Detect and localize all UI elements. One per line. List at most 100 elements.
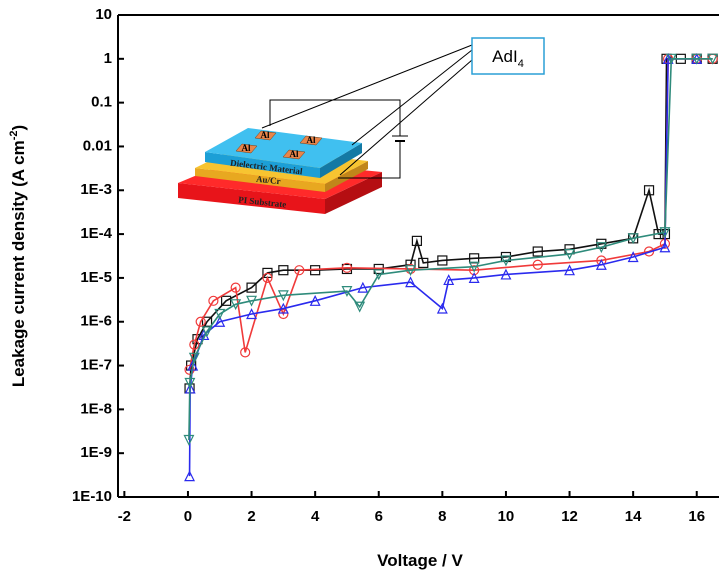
pad [282,149,306,160]
marker [341,285,353,297]
marker [294,265,305,276]
marker [195,316,206,327]
x-tick-label: 4 [311,508,320,525]
pad [235,143,258,154]
x-tick-label: 12 [561,508,578,525]
wire [338,141,401,179]
marker [437,255,448,266]
y-tick-label: 0.01 [83,137,112,154]
marker [532,259,543,270]
arrow [351,49,473,146]
x-tick-label: -2 [118,508,131,525]
electrode-label: Au/Cr [256,174,281,187]
series-line [188,58,697,477]
marker [564,248,576,260]
marker [240,347,251,358]
arrow [261,44,473,129]
marker [564,264,576,276]
inset-diagram: PI Substrate Au/Cr Dielectric Material A… [178,37,545,214]
marker [627,233,639,245]
marker [468,272,480,284]
marker [405,265,417,277]
axes: 10 1 0.1 0.01 1E-3 1E-4 1E-5 1E-6 1E-7 1E-8 1E-9 1E… [72,6,719,525]
dielectric-top [205,128,362,168]
x-tick-label: 0 [184,508,192,525]
marker [595,242,607,254]
y-tick-label: 1E-3 [80,181,112,198]
marker [221,295,232,306]
annotation: AdI4 [492,47,524,70]
series-line [188,58,713,389]
y-tick-label: 1E-5 [80,269,112,286]
plot-area [183,52,719,482]
marker [500,255,512,267]
marker [411,235,423,246]
annotation-box [471,37,545,75]
x-axis-title: Voltage / V [377,551,463,570]
y-tick-label: 0.1 [91,94,112,111]
dielectric-front [205,152,320,178]
marker [659,241,671,253]
marker [436,302,448,314]
y-axis-title-text: Leakage current density (A cm [9,140,28,387]
marker [659,227,671,239]
marker [246,295,258,307]
marker [208,295,219,306]
y-tick-label: 1E-6 [80,313,112,330]
y-tick-label: 1 [104,50,112,67]
marker [278,265,289,276]
y-tick-label: 1E-4 [80,225,112,242]
marker [230,282,241,293]
marker [405,276,417,288]
marker [201,326,213,338]
pad-label: Al [261,130,270,140]
marker [277,302,289,314]
marker [691,53,703,65]
y-tick-label: 1E-9 [80,444,112,461]
pad [299,135,323,146]
marker [418,257,429,269]
x-tick-label: 2 [247,508,255,525]
marker [357,281,369,293]
pad-label: Al [307,135,316,145]
y-tick-label: 1E-10 [72,488,112,505]
marker [443,274,455,286]
electrode-front [195,168,325,192]
marker [277,290,289,302]
marker [643,185,655,196]
marker [309,294,321,306]
marker [262,272,273,284]
y-tick-label: 1E-7 [80,357,112,374]
x-tick-label: 8 [438,508,446,525]
x-tick-label: 10 [498,508,515,525]
series-line [188,58,713,441]
x-tick-label: 16 [688,508,705,525]
marker [354,301,366,313]
pad [254,130,277,141]
annotation-text: AdI [492,47,518,66]
x-tick-label: 14 [625,508,642,525]
annotation-sub: 4 [518,58,524,70]
marker [500,268,512,280]
marker [183,434,195,446]
marker [246,282,257,293]
marker [246,308,258,320]
marker [532,246,543,257]
marker [627,251,639,263]
marker [214,308,226,320]
y-axis-title-close: ) [9,125,28,131]
marker [468,261,480,273]
y-axis-title-sup: -2 [8,130,20,140]
marker [662,52,674,64]
marker [230,299,242,311]
marker [214,315,226,327]
marker [341,262,353,273]
wire [269,99,401,136]
substrate-front [178,183,325,214]
marker [707,53,719,65]
marker [373,269,385,281]
substrate-side [325,172,382,214]
marker [665,53,677,65]
arrow [339,59,473,176]
x-tick-label: 6 [375,508,383,525]
